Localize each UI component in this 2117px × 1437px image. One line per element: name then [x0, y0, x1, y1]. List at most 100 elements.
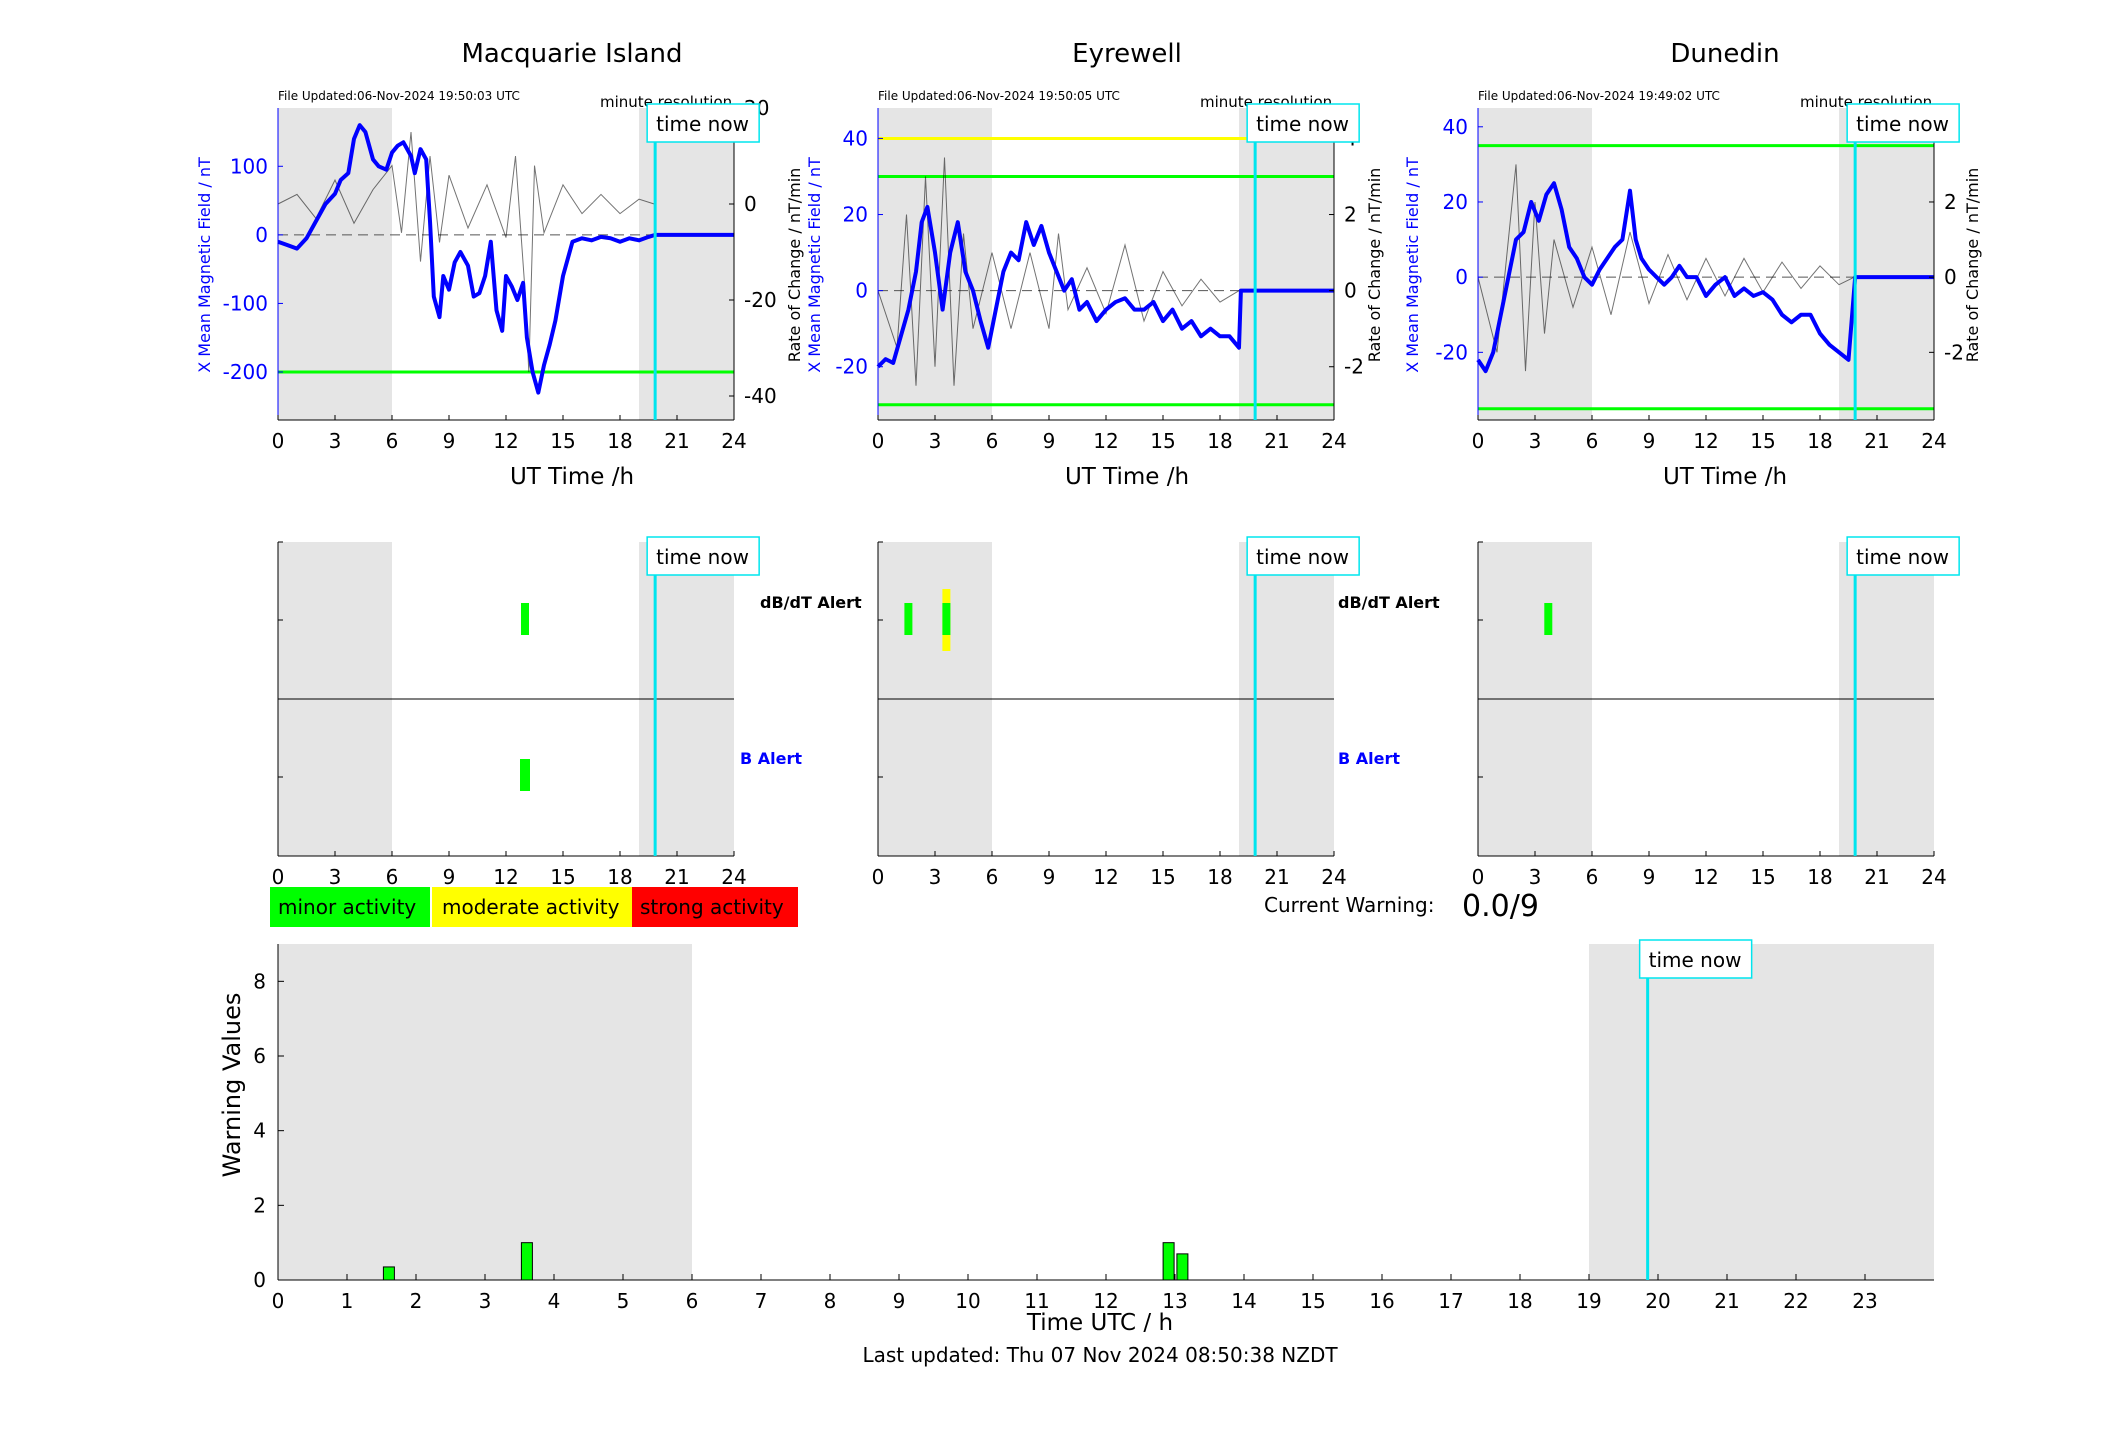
- alert-panel-1-x-tick-label: 24: [1321, 865, 1346, 889]
- panel-1-y-tick-right-label: 2: [1344, 203, 1357, 227]
- alert-panel-1-x-tick-label: 3: [929, 865, 942, 889]
- alert-panel-2-x-tick-label: 18: [1807, 865, 1832, 889]
- alert-panel-0-x-tick-label: 15: [550, 865, 575, 889]
- panel-1-y-tick-left-label: 40: [843, 126, 868, 150]
- plot-area: -200-1000100-40-2002003691215182124time …: [223, 96, 1964, 1313]
- panel-2-y-tick-left-label: -20: [1435, 340, 1468, 364]
- alert-panel-0-x-tick-label: 12: [493, 865, 518, 889]
- panel-0-x-tick-label: 0: [272, 429, 285, 453]
- warning-chart-x-tick-label: 22: [1783, 1289, 1808, 1313]
- panel-1-x-tick-label: 12: [1093, 429, 1118, 453]
- panel-0-x-tick-label: 21: [664, 429, 689, 453]
- panel-2-night-shade-0: [1478, 108, 1592, 420]
- warning-chart-night-shade-1: [1589, 944, 1934, 1280]
- panel-0-rate-series: [277, 131, 655, 373]
- warning-chart-x-tick-label: 20: [1645, 1289, 1670, 1313]
- alert-panel-1-dbdt-alert-0: [904, 603, 913, 635]
- alert-panel-0-x-tick-label: 0: [272, 865, 285, 889]
- warning-ylabel: Warning Values: [218, 993, 246, 1178]
- panel-2-y-tick-right-label: 2: [1944, 190, 1957, 214]
- alert-panel-1-x-tick-label: 9: [1043, 865, 1056, 889]
- panel-1-time-now-label: time now: [1256, 112, 1349, 136]
- panel-2-night-shade-1: [1839, 108, 1934, 420]
- alert-panel-0-x-tick-label: 3: [329, 865, 342, 889]
- legend-minor-swatch: [270, 887, 430, 927]
- panel-2-field-series: [1476, 181, 1934, 374]
- current-warning-label: Current Warning:: [1264, 893, 1434, 917]
- panel-1-y-tick-left-label: 0: [855, 279, 868, 303]
- alert-panel-2-x-tick-label: 12: [1693, 865, 1718, 889]
- alert-panel-1-x-tick-label: 15: [1150, 865, 1175, 889]
- warning-chart-x-tick-label: 3: [479, 1289, 492, 1313]
- alert-panel-2-x-tick-label: 24: [1921, 865, 1946, 889]
- panel-0-x-tick-label: 12: [493, 429, 518, 453]
- ylabel-right-eyrewell-b: Rate of Change / nT/min: [1365, 168, 1384, 363]
- panel-1-rate-series: [877, 157, 1240, 386]
- warning-chart-y-tick-label: 8: [253, 969, 266, 993]
- warning-chart-y-tick-label: 4: [253, 1119, 266, 1143]
- alert-panel-2-x-tick-label: 15: [1750, 865, 1775, 889]
- panel-1-y-tick-right-label: 0: [1344, 279, 1357, 303]
- panel-2-x-tick-label: 6: [1586, 429, 1599, 453]
- legend-moderate-label: moderate activity: [442, 895, 620, 919]
- panel-0-y-tick-left-label: 100: [230, 154, 268, 178]
- panel-0-time-now-box: [646, 103, 760, 143]
- panel-1-x-tick-label: 6: [986, 429, 999, 453]
- panel-2-y-tick-left-label: 20: [1443, 190, 1468, 214]
- alert-panel-1-x-tick-label: 18: [1207, 865, 1232, 889]
- alert-panel-1-dbdt-alert-1: [942, 603, 951, 635]
- alert-panel-2-time-now-label: time now: [1856, 545, 1949, 569]
- panel-2-time-now-box: [1846, 103, 1960, 143]
- warning-chart-y-tick-label: 6: [253, 1044, 266, 1068]
- warning-chart-x-tick-label: 17: [1438, 1289, 1463, 1313]
- warning-chart-y-tick-label: 2: [253, 1193, 266, 1217]
- panel-0-y-tick-right-label: -40: [744, 384, 777, 408]
- panel-title-eyrewell: Eyrewell: [1072, 39, 1182, 69]
- panel-0-x-tick-label: 9: [443, 429, 456, 453]
- ylabel-left-macquarie: X Mean Magnetic Field / nT: [195, 157, 214, 373]
- panel-0-x-tick-label: 3: [329, 429, 342, 453]
- warning-chart-x-tick-label: 13: [1162, 1289, 1187, 1313]
- panel-1-night-shade-1: [1239, 108, 1334, 420]
- panel-2-x-tick-label: 24: [1921, 429, 1946, 453]
- warning-chart-x-tick-label: 5: [617, 1289, 630, 1313]
- warning-bar-2: [1162, 1242, 1175, 1281]
- legend-minor-label: minor activity: [278, 895, 416, 919]
- panel-1-y-tick-left-label: -20: [835, 355, 868, 379]
- warning-chart-x-tick-label: 4: [548, 1289, 561, 1313]
- alert-panel-0-x-tick-label: 21: [664, 865, 689, 889]
- panel-0-y-tick-right-label: 0: [744, 192, 757, 216]
- xlabel-dunedin: UT Time /h: [1663, 464, 1787, 490]
- panel-1-x-tick-label: 9: [1043, 429, 1056, 453]
- panel-0-field-series: [277, 123, 734, 395]
- panel-1-x-tick-label: 0: [872, 429, 885, 453]
- ylabel-right-dunedin: Rate of Change / nT/min: [1963, 168, 1982, 363]
- panel-2-x-tick-label: 18: [1807, 429, 1832, 453]
- alert-panel-1-x-tick-label: 6: [986, 865, 999, 889]
- panel-2-time-now-label: time now: [1856, 112, 1949, 136]
- db-dt-alert-label-1: dB/dT Alert: [760, 593, 862, 612]
- warning-chart-x-tick-label: 0: [272, 1289, 285, 1313]
- panel-0-x-tick-label: 6: [386, 429, 399, 453]
- warning-chart-x-tick-label: 23: [1852, 1289, 1877, 1313]
- warning-chart-x-tick-label: 15: [1300, 1289, 1325, 1313]
- alert-panel-1-x-tick-label: 21: [1264, 865, 1289, 889]
- alert-panel-1-time-now-box: [1246, 536, 1360, 576]
- legend-strong-swatch: [632, 887, 798, 927]
- b-alert-label-1: B Alert: [740, 749, 802, 768]
- alert-panel-1-x-tick-label: 12: [1093, 865, 1118, 889]
- warning-chart-x-tick-label: 21: [1714, 1289, 1739, 1313]
- warning-chart-x-tick-label: 19: [1576, 1289, 1601, 1313]
- panel-0-y-tick-left-label: -200: [223, 360, 268, 384]
- panel-1-y-tick-left-label: 20: [843, 203, 868, 227]
- legend-strong-label: strong activity: [640, 895, 784, 919]
- alert-panel-1-time-now-label: time now: [1256, 545, 1349, 569]
- alert-panel-0-b-alert-0: [520, 759, 530, 791]
- warning-bar-1: [520, 1242, 533, 1281]
- panel-2-x-tick-label: 12: [1693, 429, 1718, 453]
- alert-panel-0-time-now-label: time now: [656, 545, 749, 569]
- alert-panel-2-x-tick-label: 9: [1643, 865, 1656, 889]
- alert-panel-2-x-tick-label: 0: [1472, 865, 1485, 889]
- panel-1-y-tick-right-label: -2: [1344, 355, 1364, 379]
